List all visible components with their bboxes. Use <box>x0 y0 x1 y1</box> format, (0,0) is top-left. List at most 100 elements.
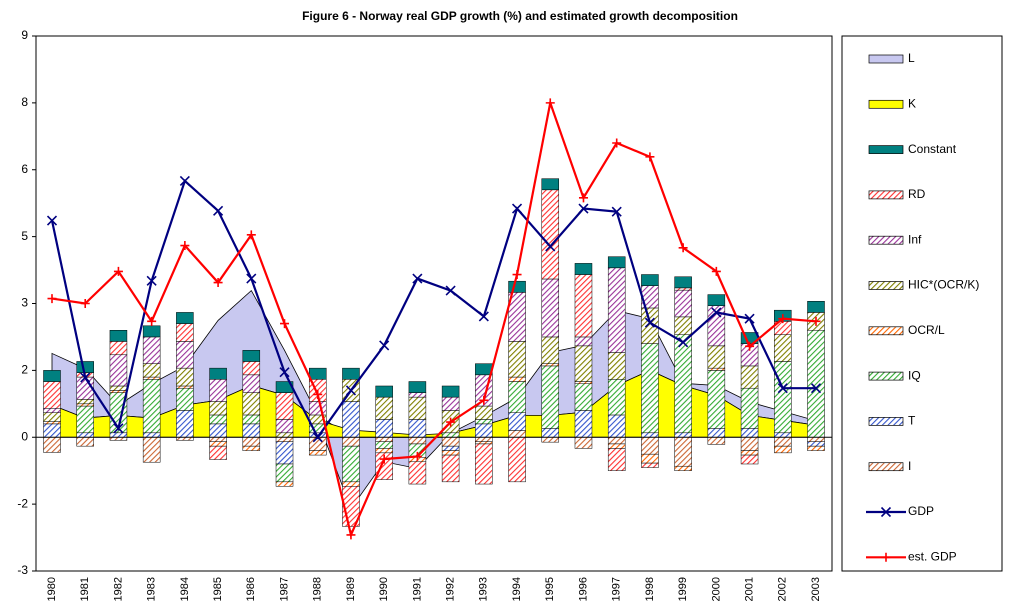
x-tick-label: 1981 <box>79 577 91 601</box>
marker <box>379 454 389 464</box>
marker <box>313 389 323 399</box>
bar-segment <box>176 410 194 438</box>
legend-marker <box>881 552 891 562</box>
bar-segment <box>574 383 593 411</box>
bar-segment <box>209 441 227 447</box>
bar-segment <box>109 385 128 391</box>
legend-label: HIC*(OCR/K) <box>908 278 979 292</box>
bar-segment <box>707 345 726 369</box>
marker <box>113 423 124 434</box>
legend-swatch <box>868 417 904 426</box>
bar-segment <box>308 437 327 451</box>
bar-segment <box>109 390 128 393</box>
marker <box>511 203 523 214</box>
marker <box>678 337 689 348</box>
marker <box>645 152 655 162</box>
bar-segment <box>674 276 692 289</box>
bar-segment <box>308 367 327 380</box>
y-tick-label: 3 <box>21 296 28 310</box>
bar-segment <box>209 401 227 416</box>
x-tick-label: 1991 <box>411 577 423 601</box>
bar-segment <box>408 419 427 438</box>
bar-segment <box>508 376 526 382</box>
bar-segment <box>508 430 526 438</box>
bar-segment <box>76 432 94 438</box>
bar-segment <box>43 381 61 409</box>
x-tick-label: 1997 <box>611 577 623 601</box>
bar-segment <box>774 334 792 362</box>
y-tick-label: 5 <box>21 229 28 243</box>
bar-segment <box>541 363 560 367</box>
bar-segment <box>242 350 261 362</box>
bar-segment <box>508 437 526 483</box>
bar-segment <box>740 387 759 429</box>
bar-segment <box>541 437 560 443</box>
marker <box>147 316 157 326</box>
bar-segment <box>807 445 825 451</box>
y-tick-label: 6 <box>21 162 28 176</box>
marker <box>346 530 356 540</box>
x-tick-label: 1998 <box>644 577 656 601</box>
marker <box>279 367 290 378</box>
marker <box>711 266 721 276</box>
legend-label: Inf <box>908 232 922 246</box>
bar-segment <box>740 365 759 389</box>
x-tick-label: 1980 <box>46 577 58 601</box>
bar-segment <box>375 396 393 420</box>
bar-segment <box>308 450 327 456</box>
bar-segment <box>607 414 626 438</box>
marker <box>180 241 190 251</box>
bar-segment <box>176 341 194 369</box>
marker <box>744 313 755 324</box>
marker <box>611 206 622 217</box>
x-tick-label: 1989 <box>345 577 357 601</box>
bar-segment <box>441 445 460 451</box>
x-tick-label: 2003 <box>810 577 822 601</box>
bar-segment <box>607 267 626 353</box>
bar-segment <box>275 481 294 487</box>
bar-segment <box>508 412 526 431</box>
bar-segment <box>807 301 825 313</box>
legend-label: I <box>908 459 911 473</box>
bar-segment <box>209 379 227 402</box>
bar-segment <box>707 437 726 445</box>
bar-segment <box>574 345 593 382</box>
bar-segment <box>541 336 560 364</box>
bar-segment <box>275 392 294 420</box>
marker <box>810 383 822 394</box>
marker <box>46 215 58 226</box>
marker <box>445 285 456 296</box>
marker <box>478 311 489 322</box>
bar-segment <box>142 363 161 378</box>
bar-segment <box>308 401 327 416</box>
line <box>50 178 816 440</box>
bar-segment <box>607 437 626 445</box>
bar-segment <box>508 381 526 413</box>
marker <box>545 241 556 252</box>
bar-segment <box>275 437 294 442</box>
x-tick-label: 1994 <box>511 577 523 601</box>
y-tick-label: 9 <box>21 28 28 42</box>
bar-segment <box>176 312 194 324</box>
bar-segment <box>43 408 61 413</box>
bar-segment <box>641 274 659 286</box>
legend-label: Constant <box>908 142 957 156</box>
bar-segment <box>109 432 128 438</box>
y-tick-label: -3 <box>17 563 28 577</box>
bar-segment <box>475 437 493 442</box>
bar-segment <box>342 437 360 447</box>
marker <box>412 451 422 461</box>
bar-segment <box>674 289 692 318</box>
marker <box>745 341 755 351</box>
marker <box>280 319 290 329</box>
x-tick-label: 1985 <box>212 577 224 601</box>
marker <box>213 205 224 216</box>
marker <box>379 340 390 351</box>
legend-swatch <box>868 371 904 381</box>
bar-segment <box>408 396 427 420</box>
marker <box>446 417 456 427</box>
marker <box>47 294 57 304</box>
bar-segment <box>774 432 792 438</box>
